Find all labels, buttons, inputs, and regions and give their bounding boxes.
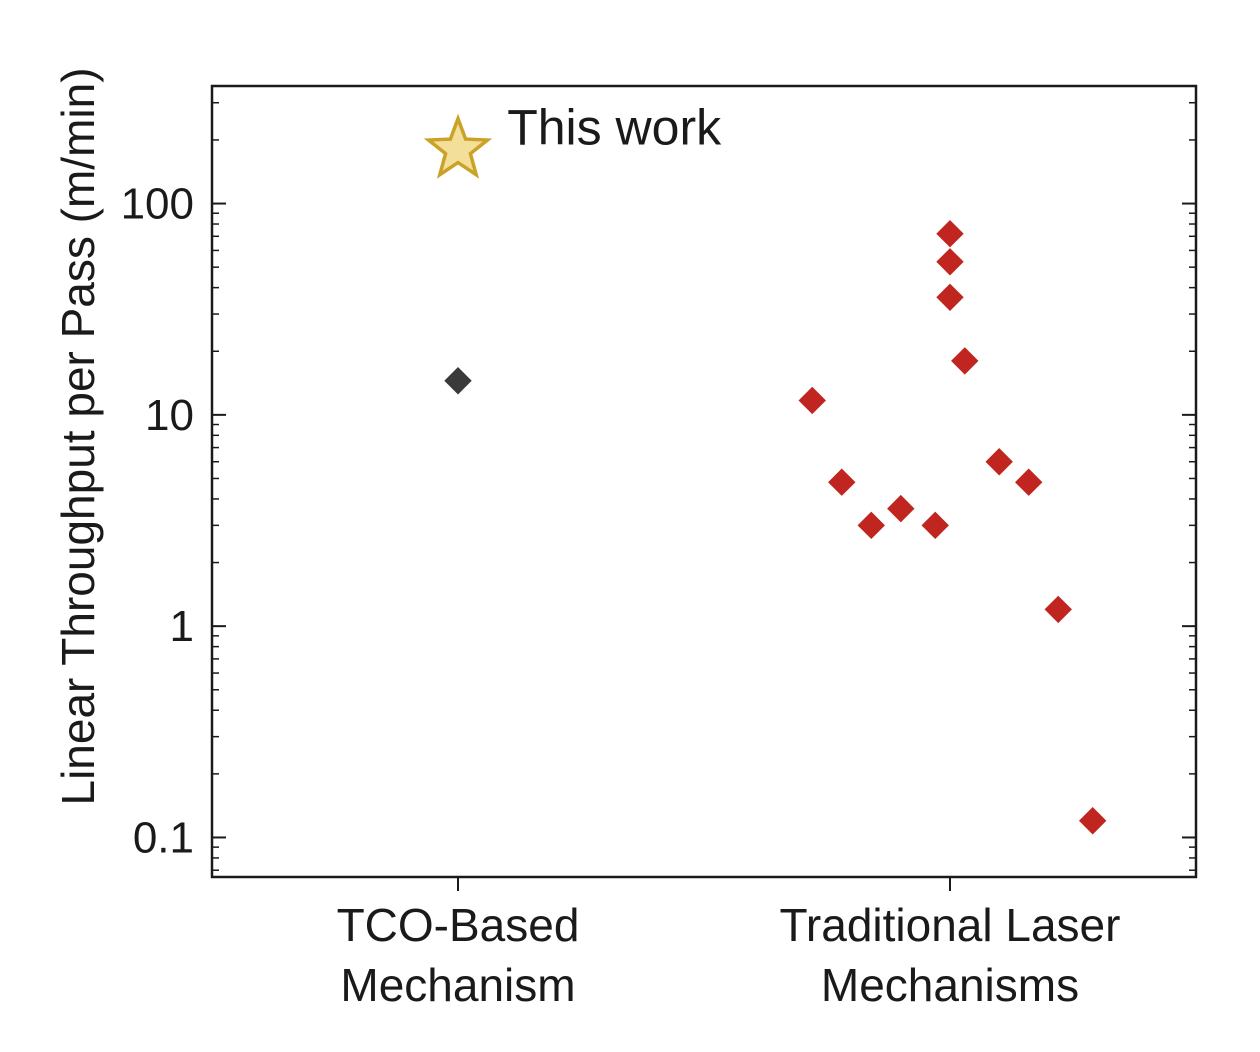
annotation-label: This work xyxy=(507,100,722,156)
x-category-label-line2: Mechanisms xyxy=(821,959,1079,1011)
plot-frame xyxy=(210,84,1198,879)
x-category-label: TCO-Based Mechanism xyxy=(337,899,580,1011)
data-point-diamond xyxy=(828,468,856,496)
x-category-label: Traditional Laser Mechanisms xyxy=(780,899,1121,1011)
data-point-diamond xyxy=(936,248,964,276)
data-point-diamond xyxy=(1015,468,1043,496)
y-tick-label: 10 xyxy=(145,391,194,440)
y-tick-label: 0.1 xyxy=(133,813,194,862)
y-axis-label: Linear Throughput per Pass (m/min) xyxy=(52,67,104,805)
x-category-label-line1: Traditional Laser xyxy=(780,899,1121,951)
data-point-diamond xyxy=(985,448,1013,476)
data-point-diamond xyxy=(951,347,979,375)
x-category-label-line2: Mechanism xyxy=(340,959,575,1011)
y-tick-label: 100 xyxy=(121,180,194,229)
data-point-diamond xyxy=(1044,595,1072,624)
data-point-diamond xyxy=(798,386,826,415)
data-point-diamond xyxy=(936,219,964,248)
data-point-diamond xyxy=(444,367,472,395)
x-category-label-line1: TCO-Based xyxy=(337,899,580,951)
y-tick-label: 1 xyxy=(170,602,194,651)
data-point-diamond xyxy=(1078,807,1107,835)
data-point-diamond xyxy=(857,511,885,540)
data-point-diamond xyxy=(936,283,964,312)
data-point-diamond xyxy=(887,494,915,523)
data-point-star xyxy=(423,113,493,179)
data-point-diamond xyxy=(921,511,949,540)
